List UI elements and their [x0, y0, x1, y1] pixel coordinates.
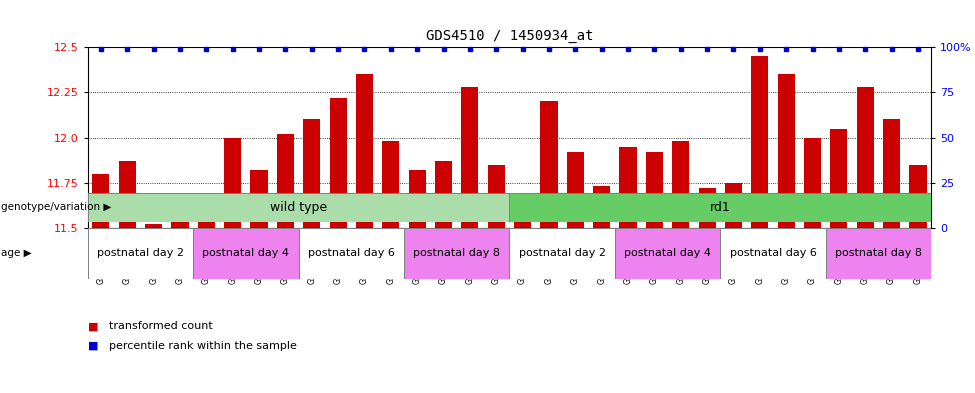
Text: postnatal day 4: postnatal day 4 [624, 248, 711, 259]
Bar [509, 193, 931, 222]
Bar [752, 56, 768, 228]
Text: postnatal day 6: postnatal day 6 [308, 248, 395, 259]
Bar [93, 174, 109, 228]
Bar [277, 134, 294, 228]
Text: postnatal day 4: postnatal day 4 [203, 248, 290, 259]
Bar [404, 228, 509, 279]
Bar [88, 228, 193, 279]
Bar [88, 193, 509, 222]
Bar [224, 138, 241, 228]
Bar [251, 170, 267, 228]
Bar [645, 152, 663, 228]
Bar [698, 188, 716, 228]
Bar [172, 201, 188, 228]
Bar [193, 228, 298, 279]
Bar [724, 183, 742, 228]
Bar [619, 147, 637, 228]
Bar [356, 74, 373, 228]
Bar [831, 129, 847, 228]
Text: ■: ■ [88, 321, 101, 331]
Text: ■: ■ [88, 341, 101, 351]
Bar [857, 87, 874, 228]
Bar [883, 119, 900, 228]
Bar [826, 228, 931, 279]
Bar [566, 152, 584, 228]
Text: genotype/variation ▶: genotype/variation ▶ [1, 202, 111, 212]
Text: rd1: rd1 [710, 201, 730, 214]
Text: postnatal day 2: postnatal day 2 [519, 248, 605, 259]
Text: postnatal day 8: postnatal day 8 [835, 248, 922, 259]
Bar [330, 98, 347, 228]
Bar [298, 228, 404, 279]
Text: percentile rank within the sample: percentile rank within the sample [109, 341, 297, 351]
Bar [145, 224, 162, 228]
Bar [514, 195, 531, 228]
Bar [910, 165, 926, 228]
Bar [615, 228, 721, 279]
Bar [303, 119, 321, 228]
Bar [198, 195, 214, 228]
Bar [593, 186, 610, 228]
Text: wild type: wild type [270, 201, 328, 214]
Bar [461, 87, 479, 228]
Bar [721, 228, 826, 279]
Bar [540, 101, 558, 228]
Bar [435, 161, 452, 228]
Text: postnatal day 8: postnatal day 8 [413, 248, 500, 259]
Bar [382, 141, 400, 228]
Title: GDS4510 / 1450934_at: GDS4510 / 1450934_at [426, 29, 593, 43]
Bar [509, 228, 615, 279]
Text: transformed count: transformed count [109, 321, 213, 331]
Bar [778, 74, 795, 228]
Bar [409, 170, 426, 228]
Text: age ▶: age ▶ [1, 248, 31, 259]
Bar [672, 141, 689, 228]
Text: postnatal day 2: postnatal day 2 [97, 248, 184, 259]
Bar [119, 161, 136, 228]
Text: postnatal day 6: postnatal day 6 [729, 248, 816, 259]
Bar [804, 138, 821, 228]
Bar [488, 165, 505, 228]
